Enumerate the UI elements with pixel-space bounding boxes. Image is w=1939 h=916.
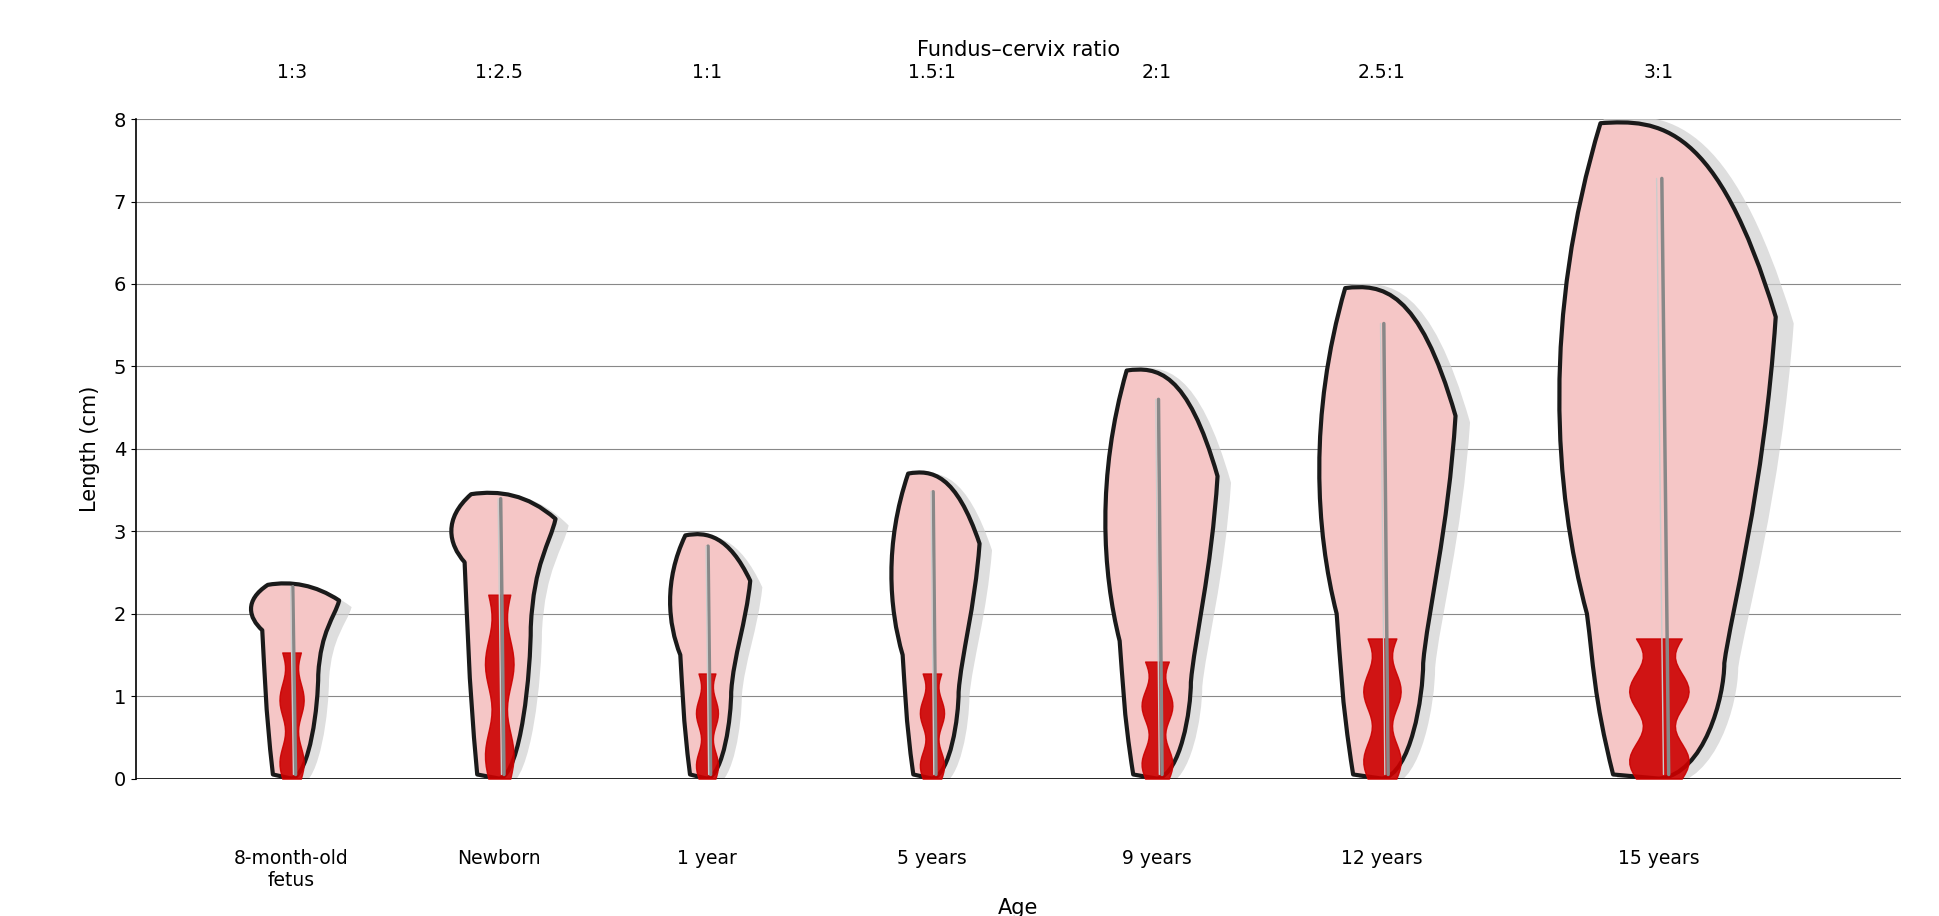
PathPatch shape — [256, 586, 351, 785]
PathPatch shape — [1109, 368, 1231, 785]
Y-axis label: Length (cm): Length (cm) — [79, 386, 99, 512]
PathPatch shape — [250, 583, 339, 779]
Text: 12 years: 12 years — [1340, 848, 1421, 867]
Text: 2:1: 2:1 — [1142, 63, 1171, 82]
PathPatch shape — [1105, 369, 1218, 779]
Text: 5 years: 5 years — [896, 848, 966, 867]
PathPatch shape — [669, 534, 750, 779]
PathPatch shape — [675, 536, 762, 785]
PathPatch shape — [1559, 123, 1774, 779]
PathPatch shape — [896, 473, 991, 785]
Text: Newborn: Newborn — [458, 848, 541, 867]
Text: 8-month-old
fetus: 8-month-old fetus — [235, 848, 349, 889]
PathPatch shape — [890, 473, 979, 779]
PathPatch shape — [452, 493, 555, 779]
Text: 9 years: 9 years — [1121, 848, 1191, 867]
Text: Age: Age — [999, 898, 1037, 916]
Text: 1:1: 1:1 — [692, 63, 721, 82]
Text: 1 year: 1 year — [677, 848, 737, 867]
PathPatch shape — [1319, 287, 1454, 779]
Text: 2.5:1: 2.5:1 — [1357, 63, 1406, 82]
Text: 15 years: 15 years — [1617, 848, 1699, 867]
PathPatch shape — [456, 494, 568, 785]
Text: 3:1: 3:1 — [1642, 63, 1673, 82]
Text: 1.5:1: 1.5:1 — [907, 63, 956, 82]
PathPatch shape — [1559, 115, 1794, 785]
Text: Fundus–cervix ratio: Fundus–cervix ratio — [917, 39, 1119, 60]
Text: 1:2.5: 1:2.5 — [475, 63, 524, 82]
Text: 1:3: 1:3 — [277, 63, 306, 82]
PathPatch shape — [1322, 284, 1470, 785]
